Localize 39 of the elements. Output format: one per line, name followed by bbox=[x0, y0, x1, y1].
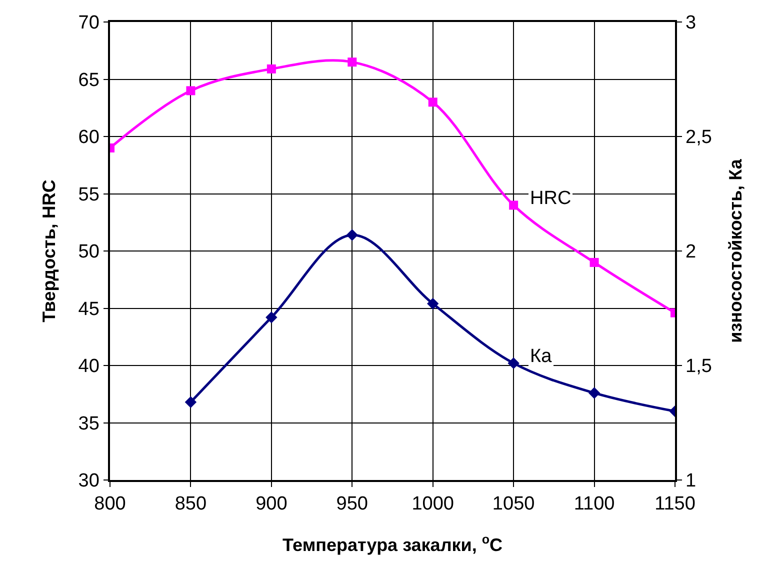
y2-tick-label: 2,5 bbox=[686, 127, 712, 148]
y-tick-label: 30 bbox=[78, 470, 100, 492]
x-tick-label: 1050 bbox=[492, 494, 535, 515]
point bbox=[509, 200, 518, 210]
y-tick-label: 70 bbox=[78, 12, 100, 34]
point bbox=[184, 396, 197, 408]
y-tick-label: 45 bbox=[78, 298, 100, 320]
y-axis-title: Твердость, HRC bbox=[39, 180, 60, 322]
y2-tick-label: 3 bbox=[686, 12, 696, 34]
point bbox=[590, 258, 599, 267]
x-tick-label: 1100 bbox=[574, 494, 615, 515]
point bbox=[186, 86, 196, 96]
y2-tick-label: 1,5 bbox=[686, 356, 712, 378]
x-tick-label: 850 bbox=[174, 494, 207, 515]
y2-tick-label: 2 bbox=[686, 242, 696, 263]
point bbox=[427, 298, 439, 310]
x-axis-title: Температура закалки, $^{o}$C bbox=[282, 532, 503, 556]
y-tick-label: 65 bbox=[78, 70, 100, 91]
x-tick-label: 950 bbox=[336, 494, 368, 515]
point bbox=[588, 387, 600, 399]
point bbox=[348, 58, 357, 67]
x-tick-label: 1000 bbox=[412, 494, 454, 515]
point bbox=[266, 64, 276, 74]
point bbox=[428, 98, 438, 107]
series-label: HRC bbox=[530, 188, 572, 209]
point bbox=[508, 357, 520, 370]
point bbox=[346, 229, 358, 241]
y-tick-label: 35 bbox=[78, 413, 100, 434]
y2-axis-title: износостойкость, Ка bbox=[726, 158, 746, 343]
x-tick-label: 1150 bbox=[654, 494, 696, 515]
y2-tick-label: 1 bbox=[686, 470, 696, 492]
x-tick-label: 900 bbox=[256, 494, 288, 515]
series-label: Ка bbox=[530, 346, 552, 367]
x-tick-label: 800 bbox=[94, 494, 126, 515]
y-tick-label: 40 bbox=[78, 356, 100, 378]
y-tick-label: 60 bbox=[78, 127, 100, 148]
y-tick-label: 50 bbox=[78, 242, 100, 263]
point bbox=[266, 312, 278, 324]
y-tick-label: 55 bbox=[78, 184, 100, 206]
